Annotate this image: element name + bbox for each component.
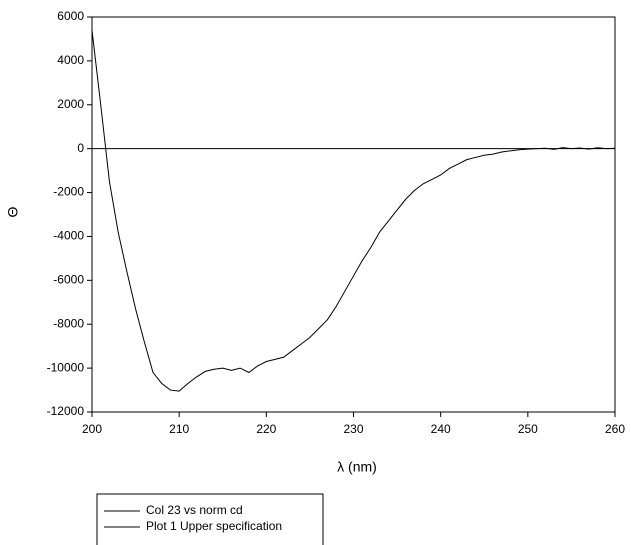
x-tick-label: 230 <box>343 422 363 436</box>
legend-box <box>96 493 324 545</box>
plot-frame <box>91 16 616 413</box>
y-tick-label: -10000 <box>47 360 85 374</box>
x-tick-label: 240 <box>431 422 451 436</box>
y-tick-label: -12000 <box>47 404 85 418</box>
series-line <box>91 30 616 392</box>
x-tick-label: 210 <box>169 422 189 436</box>
y-tick-label: 2000 <box>57 97 84 111</box>
x-tick-label: 260 <box>605 422 625 436</box>
y-tick-label: -6000 <box>53 273 84 287</box>
x-tick-label: 250 <box>518 422 538 436</box>
y-tick-label: 6000 <box>57 9 84 23</box>
y-tick-label: 4000 <box>57 53 84 67</box>
legend-label: Plot 1 Upper specification <box>146 519 282 533</box>
y-axis-label: Θ <box>5 206 21 217</box>
y-tick-label: -4000 <box>53 229 84 243</box>
x-tick-label: 220 <box>256 422 276 436</box>
y-tick-label: -8000 <box>53 316 84 330</box>
legend-label: Col 23 vs norm cd <box>146 503 243 517</box>
y-tick-label: 0 <box>77 141 84 155</box>
y-tick-label: -2000 <box>53 185 84 199</box>
x-axis-label: λ (nm) <box>337 459 377 475</box>
x-tick-label: 200 <box>82 422 102 436</box>
